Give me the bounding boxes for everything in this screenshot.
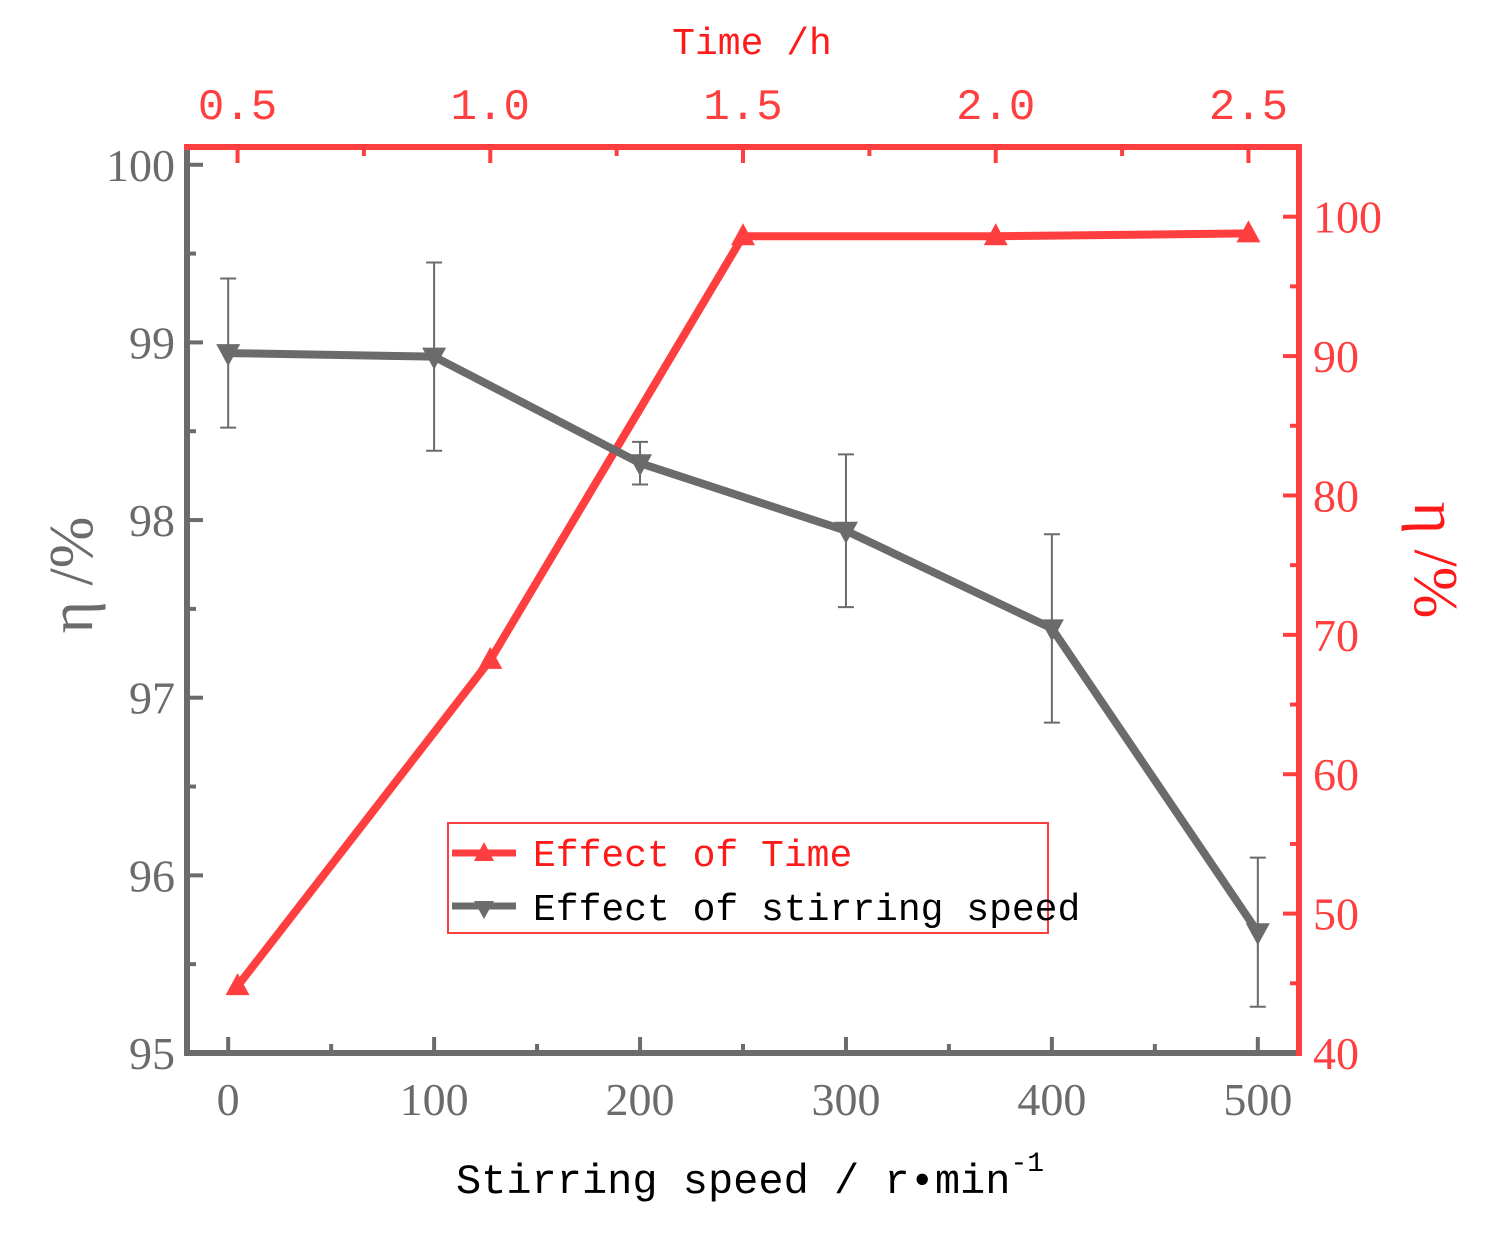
x-tick-label: 0 — [217, 1074, 240, 1125]
legend-label-stirring: Effect of stirring speed — [533, 889, 1080, 932]
bottom-axis-title: Stirring speed / r•min-1 — [456, 1149, 1044, 1206]
data-point-marker — [422, 347, 447, 370]
plot-frame-bottom — [184, 1050, 1302, 1056]
data-point-marker — [225, 973, 250, 996]
right-axis-title: η /% — [1401, 502, 1469, 619]
x2-tick-label: 2.5 — [1209, 83, 1288, 133]
x-tick-label: 500 — [1223, 1074, 1292, 1125]
plot-frame-left — [184, 144, 190, 1056]
x-tick-label: 400 — [1017, 1074, 1086, 1125]
data-point-marker — [216, 344, 241, 367]
left-axis-title: η /% — [38, 517, 106, 634]
data-point-marker — [478, 646, 503, 669]
y2-tick-label: 70 — [1313, 610, 1359, 661]
plot-frame-top — [184, 144, 1302, 150]
legend: Effect of Time Effect of stirring speed — [447, 822, 1080, 934]
x-tick-label: 100 — [400, 1074, 469, 1125]
data-point-marker — [628, 454, 653, 477]
data-point-marker — [983, 223, 1008, 246]
y-tick-label: 98 — [129, 495, 175, 546]
y-tick-label: 95 — [129, 1028, 175, 1079]
x2-tick-label: 1.0 — [451, 83, 530, 133]
y-tick-label: 99 — [129, 317, 175, 368]
y2-tick-label: 60 — [1313, 749, 1359, 800]
legend-marker-stirring — [474, 901, 494, 919]
data-point-marker — [1039, 619, 1064, 642]
data-point-marker — [1245, 923, 1270, 946]
y-tick-label: 97 — [129, 673, 175, 724]
y2-tick-label: 50 — [1313, 889, 1359, 940]
data-point-marker — [731, 223, 755, 246]
bottom-axis-title-sup: -1 — [1010, 1149, 1044, 1180]
series-layer — [216, 220, 1270, 1008]
x2-tick-label: 2.0 — [956, 83, 1035, 133]
y-tick-label: 96 — [129, 850, 175, 901]
legend-label-time: Effect of Time — [533, 835, 852, 878]
tick-layer: 0 100 200 300 400 500 0.5 1.0 1.5 2.0 2.5 95 96 97 98 9… — [106, 83, 1382, 1125]
x-tick-label: 300 — [811, 1074, 880, 1125]
y2-tick-label: 90 — [1313, 331, 1359, 382]
y2-tick-label: 40 — [1313, 1028, 1359, 1079]
y-tick-label: 100 — [106, 140, 175, 191]
data-point-marker — [1236, 220, 1261, 243]
plot-frame-right — [1296, 144, 1302, 1056]
y2-tick-label: 80 — [1313, 470, 1359, 521]
bottom-axis-title-main: Stirring speed / r•min — [456, 1158, 1011, 1206]
top-axis-title: Time /h — [672, 23, 832, 66]
series-line-stirring — [228, 349, 1262, 935]
x2-tick-label: 1.5 — [703, 83, 782, 133]
legend-marker-time — [474, 842, 494, 861]
x-tick-label: 200 — [606, 1074, 675, 1125]
x2-tick-label: 0.5 — [198, 83, 277, 133]
y2-tick-label: 100 — [1313, 192, 1382, 243]
legend-box — [447, 822, 1049, 934]
data-point-marker — [833, 521, 858, 544]
